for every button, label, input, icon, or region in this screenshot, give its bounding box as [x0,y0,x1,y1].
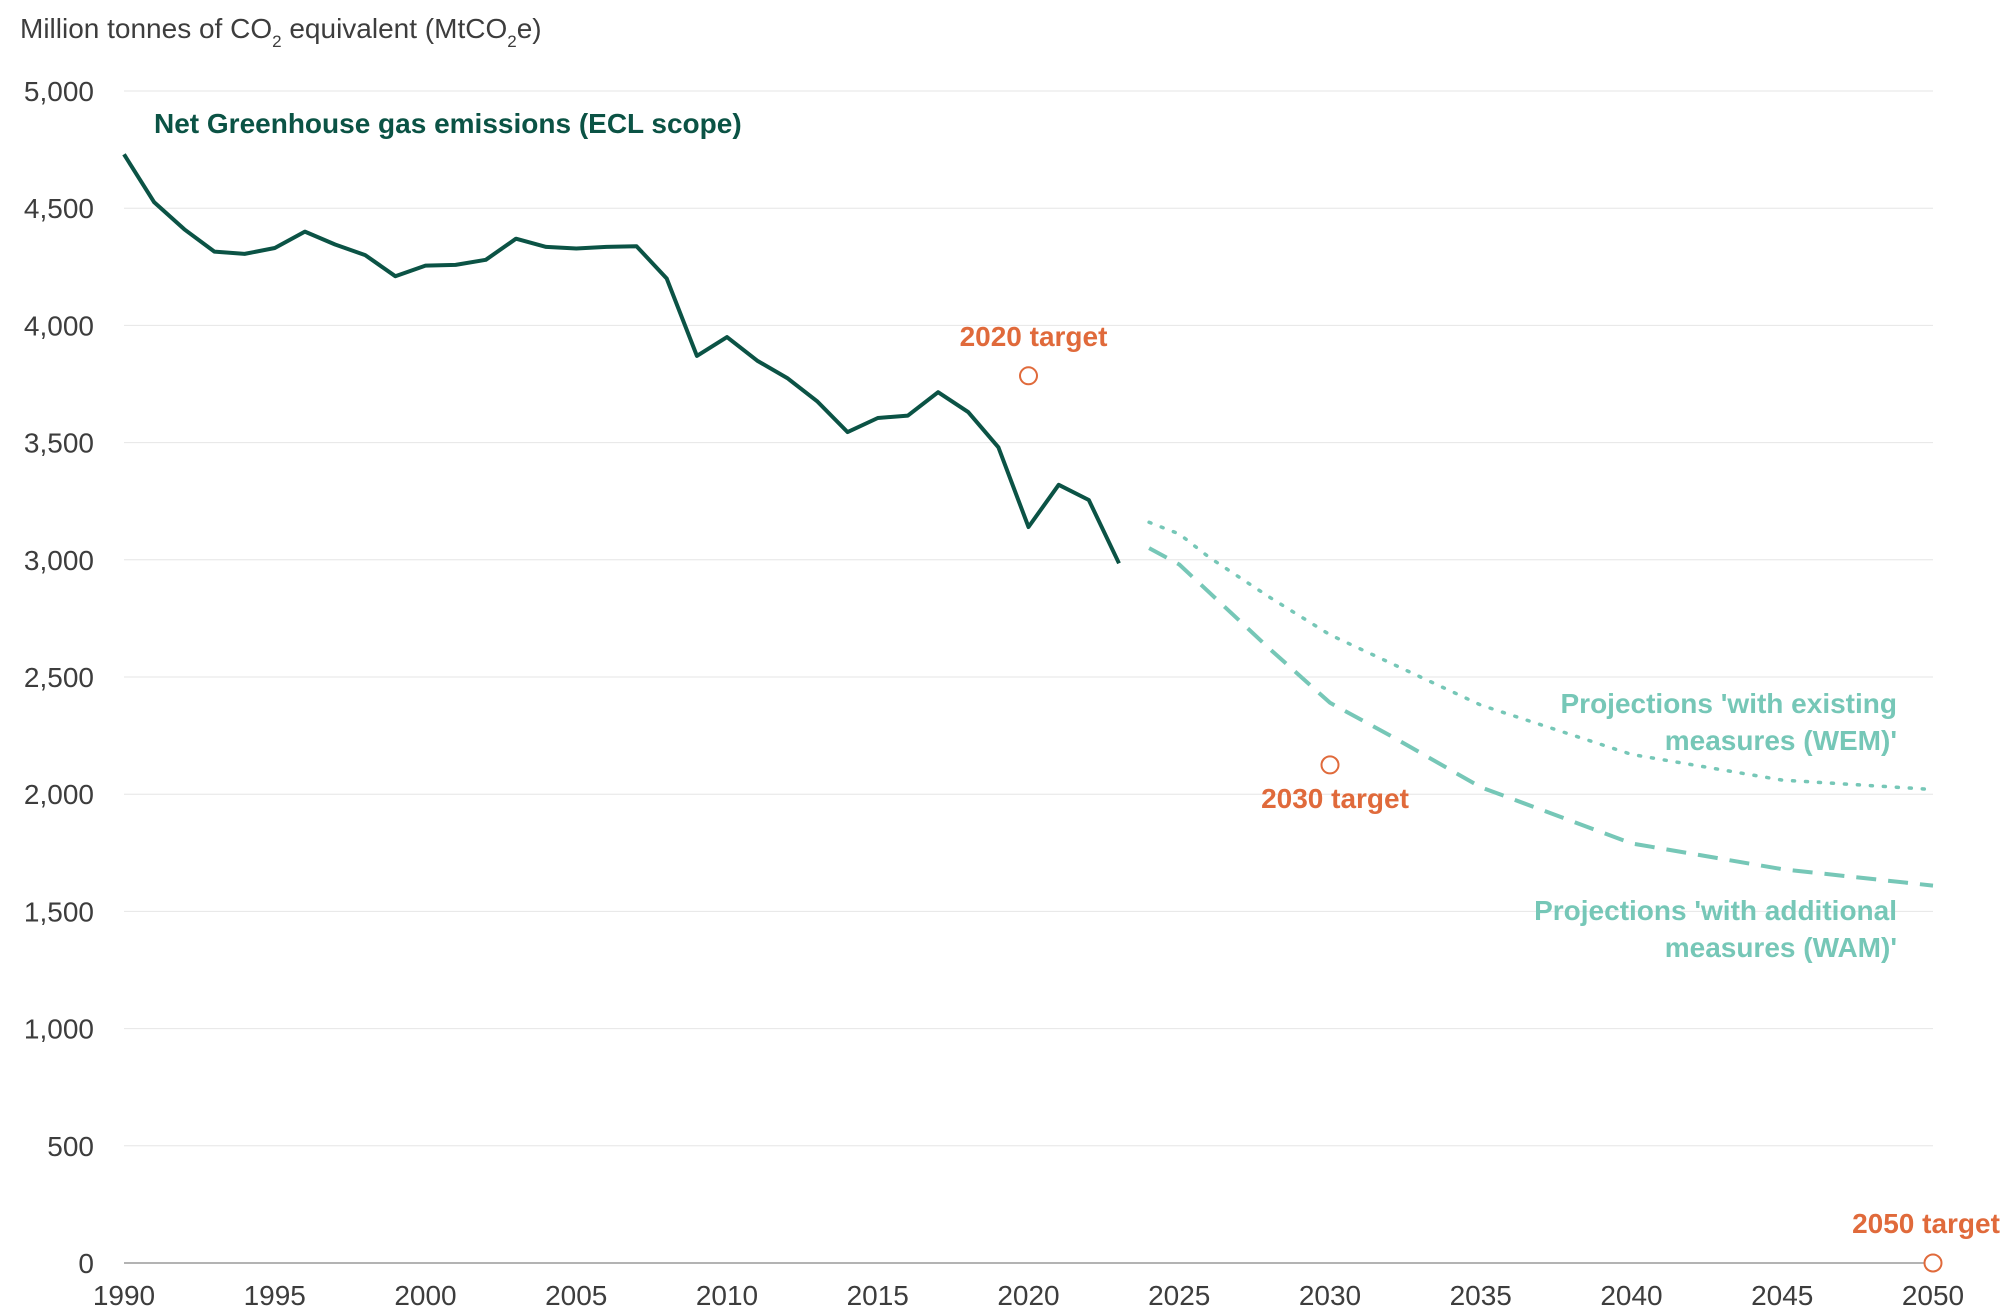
wem-series-label: measures (WEM)' [1665,725,1897,756]
wam-series-label: measures (WAM)' [1665,932,1897,963]
x-tick-label: 2020 [997,1280,1059,1311]
x-tick-label: 2000 [394,1280,456,1311]
historic-emissions-line [122,153,1121,565]
y-tick-label: 2,500 [24,662,94,693]
target-marker [1320,755,1340,775]
wem-series-label: Projections 'with existing [1561,688,1898,719]
x-tick-label: 2025 [1148,1280,1210,1311]
x-tick-label: 2040 [1600,1280,1662,1311]
y-tick-label: 4,500 [24,193,94,224]
series-labels: Net Greenhouse gas emissions (ECL scope)… [154,108,1897,963]
y-tick-label: 2,000 [24,779,94,810]
y-tick-label: 3,500 [24,428,94,459]
x-axis-ticks: 1990 1995 2000 2005 2010 2015 2020 2025 2030 2035… [93,1280,1964,1311]
series-lines [122,153,1935,888]
y-tick-label: 500 [47,1131,94,1162]
x-tick-label: 1995 [244,1280,306,1311]
wem-projection-line [1147,520,1935,792]
target-markers: 2020 target 2030 target 2050 target [960,321,2000,1273]
x-tick-label: 2005 [545,1280,607,1311]
wam-series-label: Projections 'with additional [1534,895,1897,926]
x-tick-label: 1990 [93,1280,155,1311]
wam-projection-line [1148,546,1934,888]
y-axis-ticks: 0 500 1,000 1,500 2,000 2,500 3,000 3,500 4,000 4… [24,76,94,1279]
y-tick-label: 1,000 [24,1014,94,1045]
y-tick-label: 5,000 [24,76,94,107]
target-label: 2050 target [1852,1208,2000,1239]
y-axis-title: Million tonnes of CO2 equivalent (MtCO2e… [20,13,542,51]
x-tick-label: 2015 [847,1280,909,1311]
y-tick-label: 1,500 [24,896,94,927]
x-tick-label: 2050 [1902,1280,1964,1311]
target-label: 2030 target [1261,783,1409,814]
y-tick-label: 3,000 [24,545,94,576]
y-tick-label: 4,000 [24,310,94,341]
x-tick-label: 2045 [1751,1280,1813,1311]
target-label: 2020 target [960,321,1108,352]
x-tick-label: 2030 [1299,1280,1361,1311]
x-tick-label: 2035 [1450,1280,1512,1311]
x-tick-label: 2010 [696,1280,758,1311]
historic-series-label: Net Greenhouse gas emissions (ECL scope) [154,108,742,139]
target-marker [1923,1253,1943,1273]
gridlines [124,90,1933,1264]
y-tick-label: 0 [78,1248,94,1279]
target-marker [1019,366,1038,386]
